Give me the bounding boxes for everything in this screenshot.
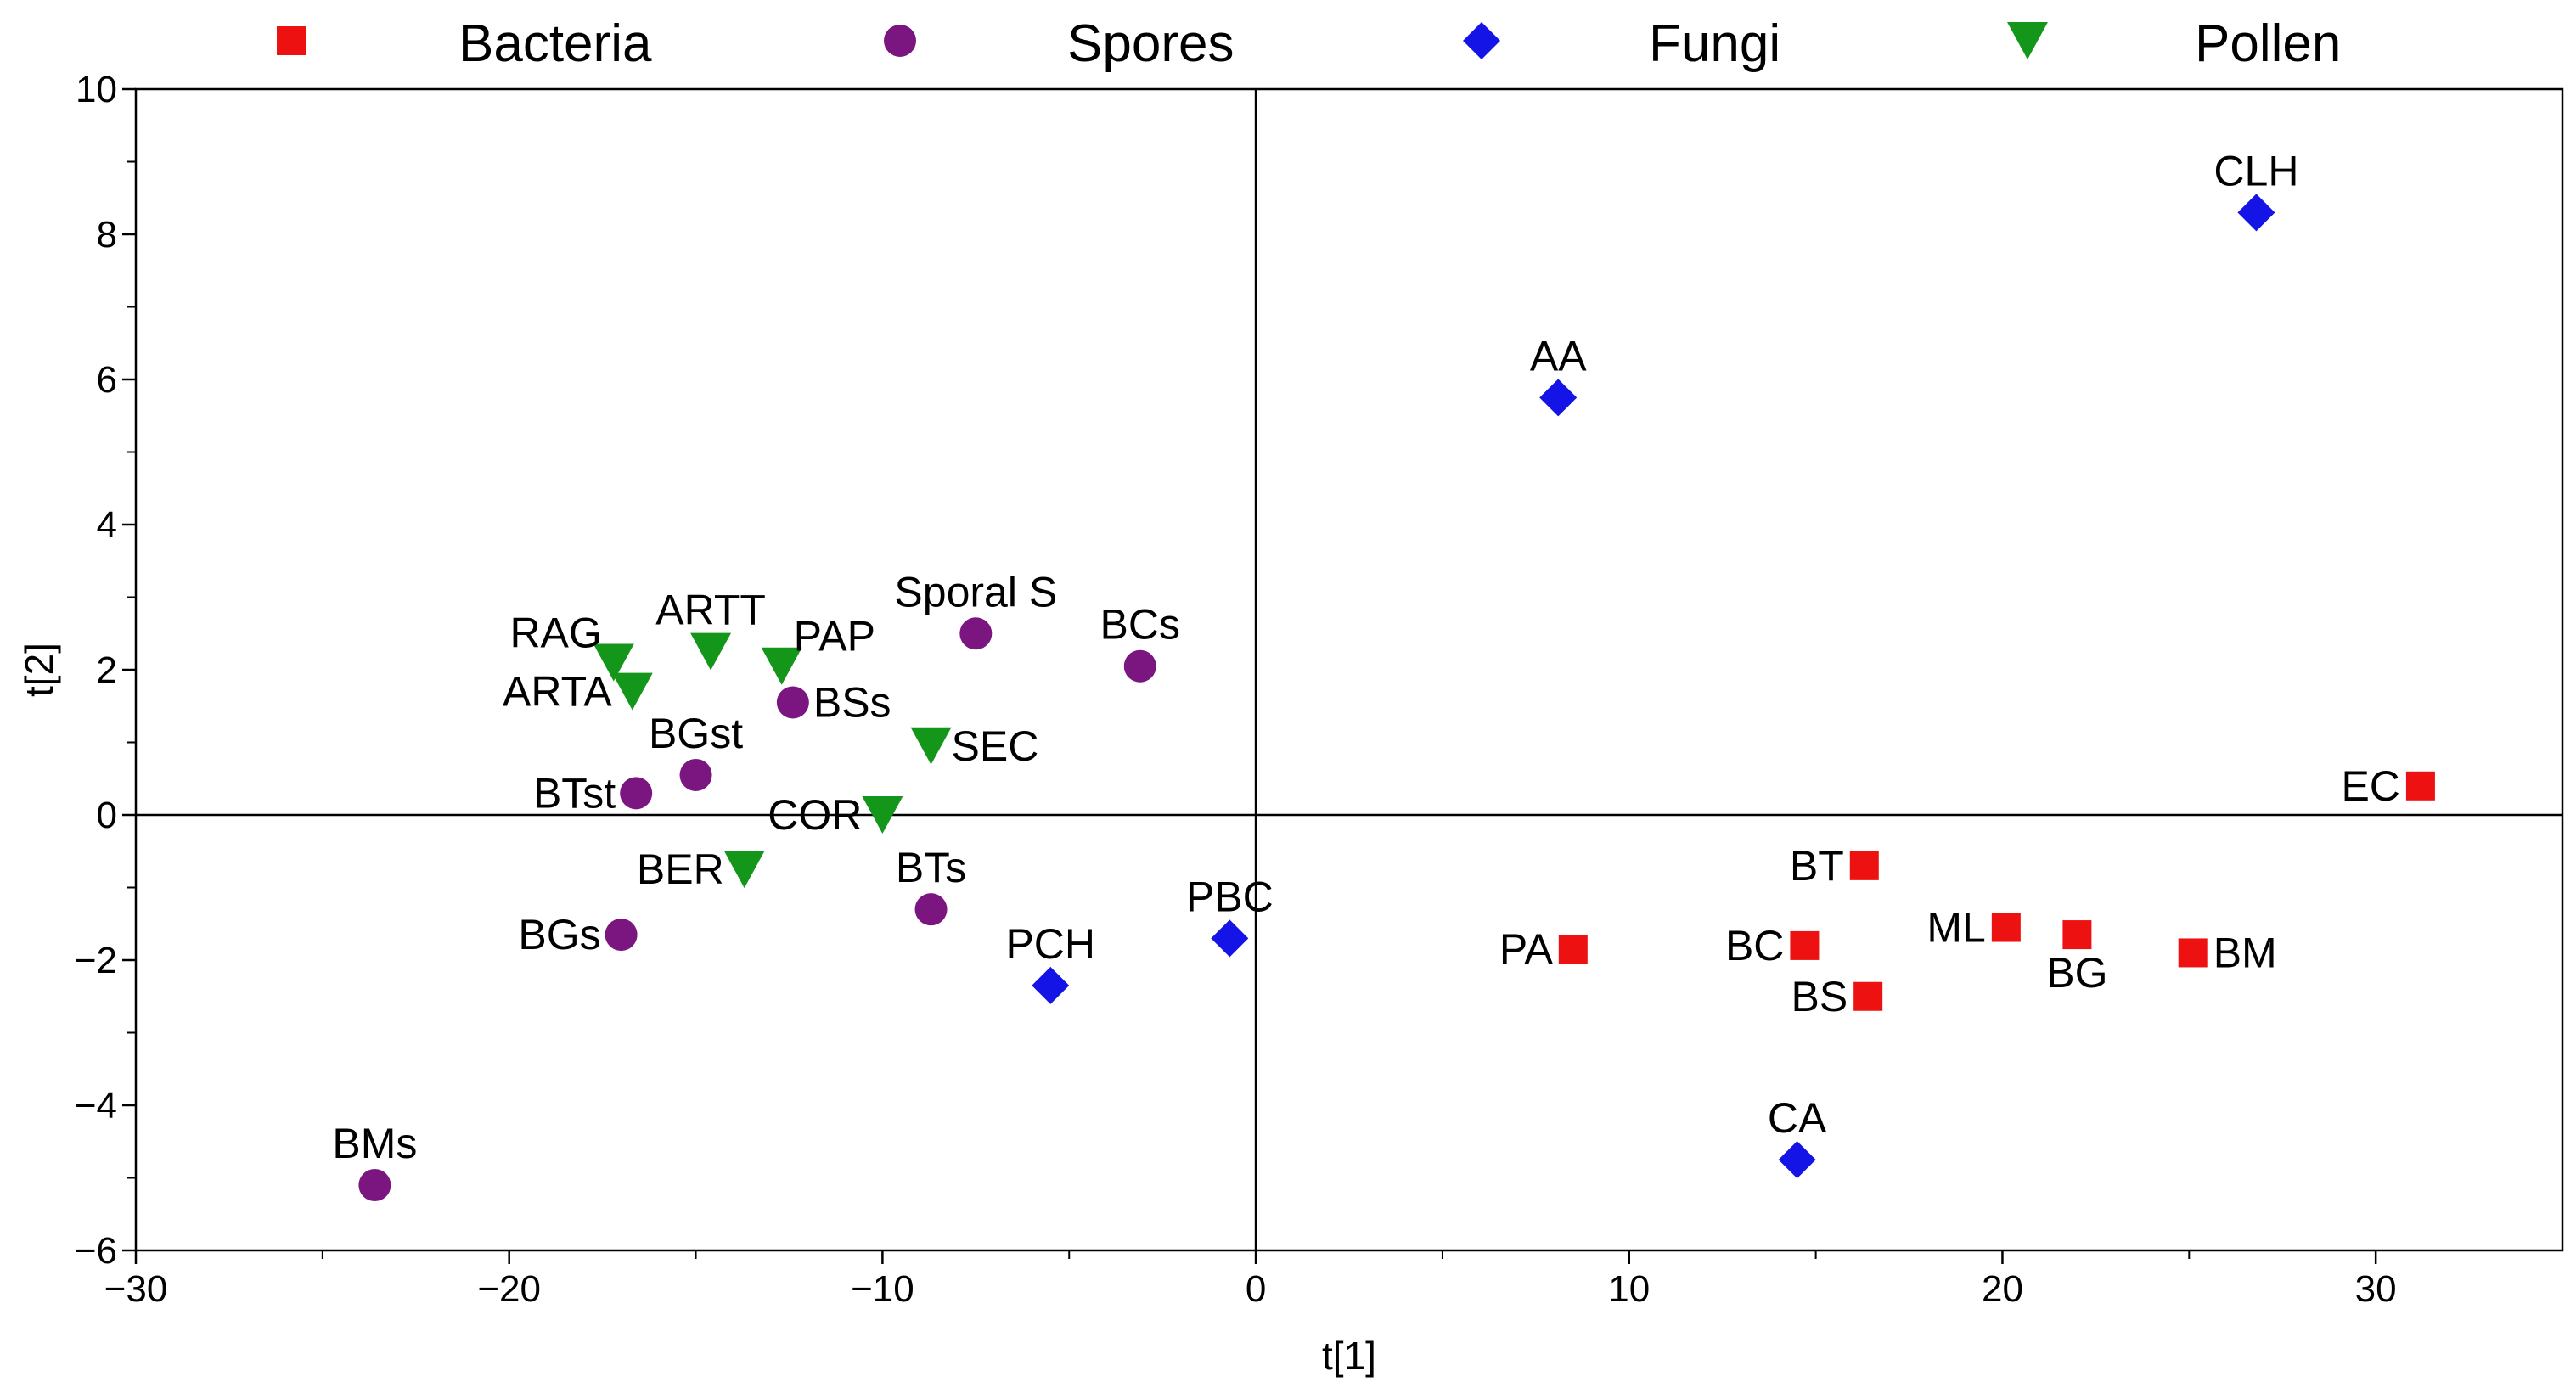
legend-item-pollen: Pollen — [2007, 14, 2341, 73]
point-label: PCH — [1005, 920, 1095, 968]
legend-triangle-down-icon — [2007, 22, 2048, 59]
point-pch — [1032, 966, 1070, 1004]
y-tick-label: 10 — [76, 69, 117, 110]
point-label: PA — [1499, 925, 1554, 973]
point-label: BER — [637, 846, 724, 893]
point-arta — [611, 672, 653, 711]
point-pap — [761, 647, 802, 685]
y-tick-label: 8 — [97, 214, 117, 256]
y-tick-label: 4 — [97, 504, 117, 546]
x-tick-label: −10 — [851, 1268, 914, 1310]
point-label: BS — [1791, 973, 1848, 1020]
point-clh — [2237, 194, 2275, 232]
point-label: RAG — [509, 609, 601, 656]
legend-label: Pollen — [2195, 14, 2341, 73]
point-label: BTs — [896, 844, 966, 891]
series-pollen: RAG ARTT PAP ARTA SEC COR BER — [503, 587, 1038, 894]
y-tick-label: −4 — [75, 1085, 117, 1127]
x-tick-label: 30 — [2355, 1268, 2397, 1310]
legend-label: Fungi — [1649, 14, 1780, 73]
point-pa — [1558, 935, 1588, 964]
point-label: PAP — [794, 613, 875, 660]
point-label: BCs — [1100, 601, 1180, 649]
legend-label: Bacteria — [458, 14, 652, 73]
point-label: ARTA — [503, 668, 612, 716]
point-ml — [1991, 913, 2021, 942]
legend-item-fungi: Fungi — [1463, 14, 1780, 73]
point-btst — [620, 777, 653, 810]
y-tick-label: 0 — [97, 795, 117, 836]
y-axis-title: t[2] — [17, 643, 61, 697]
legend-square-icon — [277, 26, 306, 55]
point-bm — [2178, 938, 2208, 968]
point-bms — [358, 1169, 391, 1202]
point-label: EC — [2341, 762, 2399, 810]
legend: Bacteria Spores Fungi Pollen — [277, 14, 2341, 73]
y-tick-label: −2 — [75, 940, 117, 981]
point-artt — [690, 632, 732, 671]
point-label: PBC — [1186, 873, 1274, 920]
point-sporal-s — [959, 617, 993, 650]
point-bss — [776, 686, 809, 719]
x-axis-title: t[1] — [1322, 1334, 1376, 1378]
point-bg — [2062, 920, 2092, 950]
point-bs — [1853, 981, 1883, 1011]
point-label: ML — [1926, 904, 1985, 952]
point-bcs — [1123, 649, 1156, 683]
x-tick-label: −30 — [104, 1268, 168, 1310]
point-label: BMs — [332, 1120, 417, 1167]
legend-circle-icon — [884, 25, 916, 57]
point-label: Sporal S — [894, 568, 1057, 615]
point-label: CA — [1768, 1094, 1827, 1142]
point-label: CLH — [2213, 147, 2298, 194]
point-label: BT — [1790, 842, 1844, 890]
y-tick-label: 2 — [97, 649, 117, 691]
legend-item-spores: Spores — [884, 14, 1234, 73]
point-sec — [910, 727, 952, 765]
series-spores: Sporal S BCs BSs BGst BTst BTs BGs BMs — [332, 568, 1180, 1202]
point-cor — [862, 796, 903, 834]
y-tick-label: −6 — [75, 1230, 117, 1272]
point-ca — [1778, 1141, 1816, 1179]
point-label: BC — [1725, 922, 1784, 969]
point-bc — [1790, 930, 1820, 960]
point-label: AA — [1530, 332, 1587, 379]
point-label: BTst — [533, 769, 616, 817]
point-bgs — [605, 919, 638, 952]
point-bt — [1849, 851, 1879, 880]
point-pbc — [1211, 919, 1249, 958]
point-label: COR — [768, 791, 862, 839]
point-ber — [723, 851, 765, 889]
legend-label: Spores — [1067, 14, 1234, 73]
y-tick-label: 6 — [97, 359, 117, 401]
series-fungi: CLH AA PBC PCH CA — [1005, 147, 2298, 1179]
point-label: BG — [2046, 949, 2107, 997]
point-label: BGs — [518, 911, 600, 958]
point-label: BM — [2213, 929, 2277, 976]
point-bgst — [679, 758, 712, 791]
point-label: BSs — [813, 678, 891, 726]
point-rag — [593, 643, 634, 682]
x-tick-label: 0 — [1246, 1268, 1266, 1310]
point-aa — [1539, 379, 1578, 417]
point-ec — [2405, 771, 2435, 801]
legend-item-bacteria: Bacteria — [277, 14, 652, 73]
point-label: BGst — [649, 710, 743, 757]
point-bts — [914, 893, 948, 926]
x-tick-label: −20 — [477, 1268, 541, 1310]
point-label: ARTT — [655, 587, 766, 634]
x-tick-label: 20 — [1982, 1268, 2023, 1310]
point-label: SEC — [952, 722, 1039, 770]
x-tick-label: 10 — [1608, 1268, 1650, 1310]
legend-diamond-icon — [1463, 22, 1500, 59]
plot-frame — [134, 87, 2564, 1252]
